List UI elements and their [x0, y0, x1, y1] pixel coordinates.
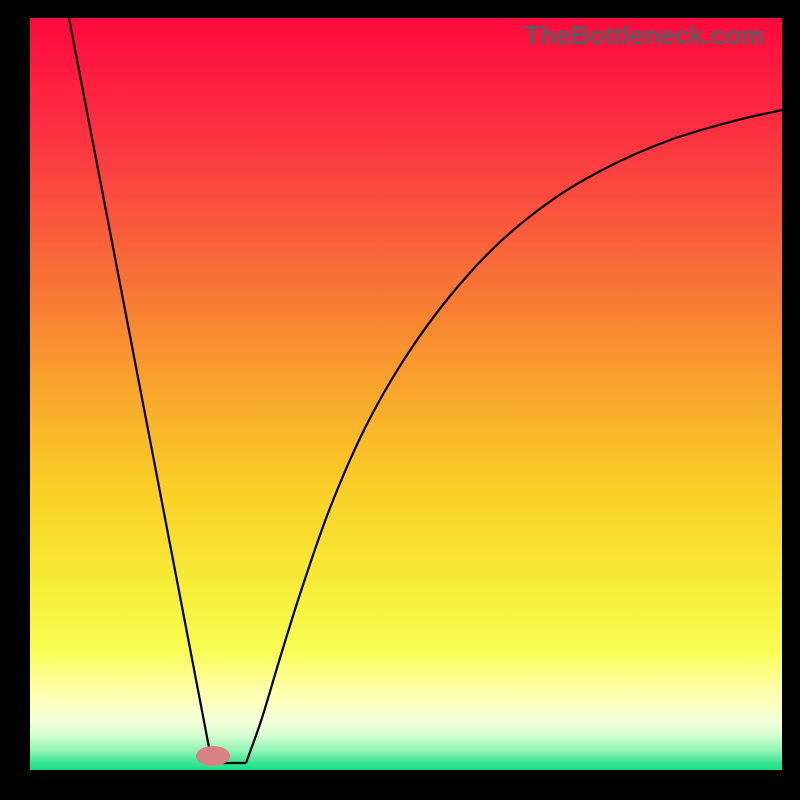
frame-right — [782, 0, 800, 800]
watermark-text: TheBottleneck.com — [524, 20, 764, 51]
minimum-marker — [196, 746, 230, 766]
frame-left — [0, 0, 30, 800]
frame-top — [0, 0, 800, 18]
frame-bottom — [0, 770, 800, 800]
bottleneck-curve — [30, 18, 782, 770]
plot-area: TheBottleneck.com — [30, 18, 782, 770]
bottleneck-chart: TheBottleneck.com — [0, 0, 800, 800]
